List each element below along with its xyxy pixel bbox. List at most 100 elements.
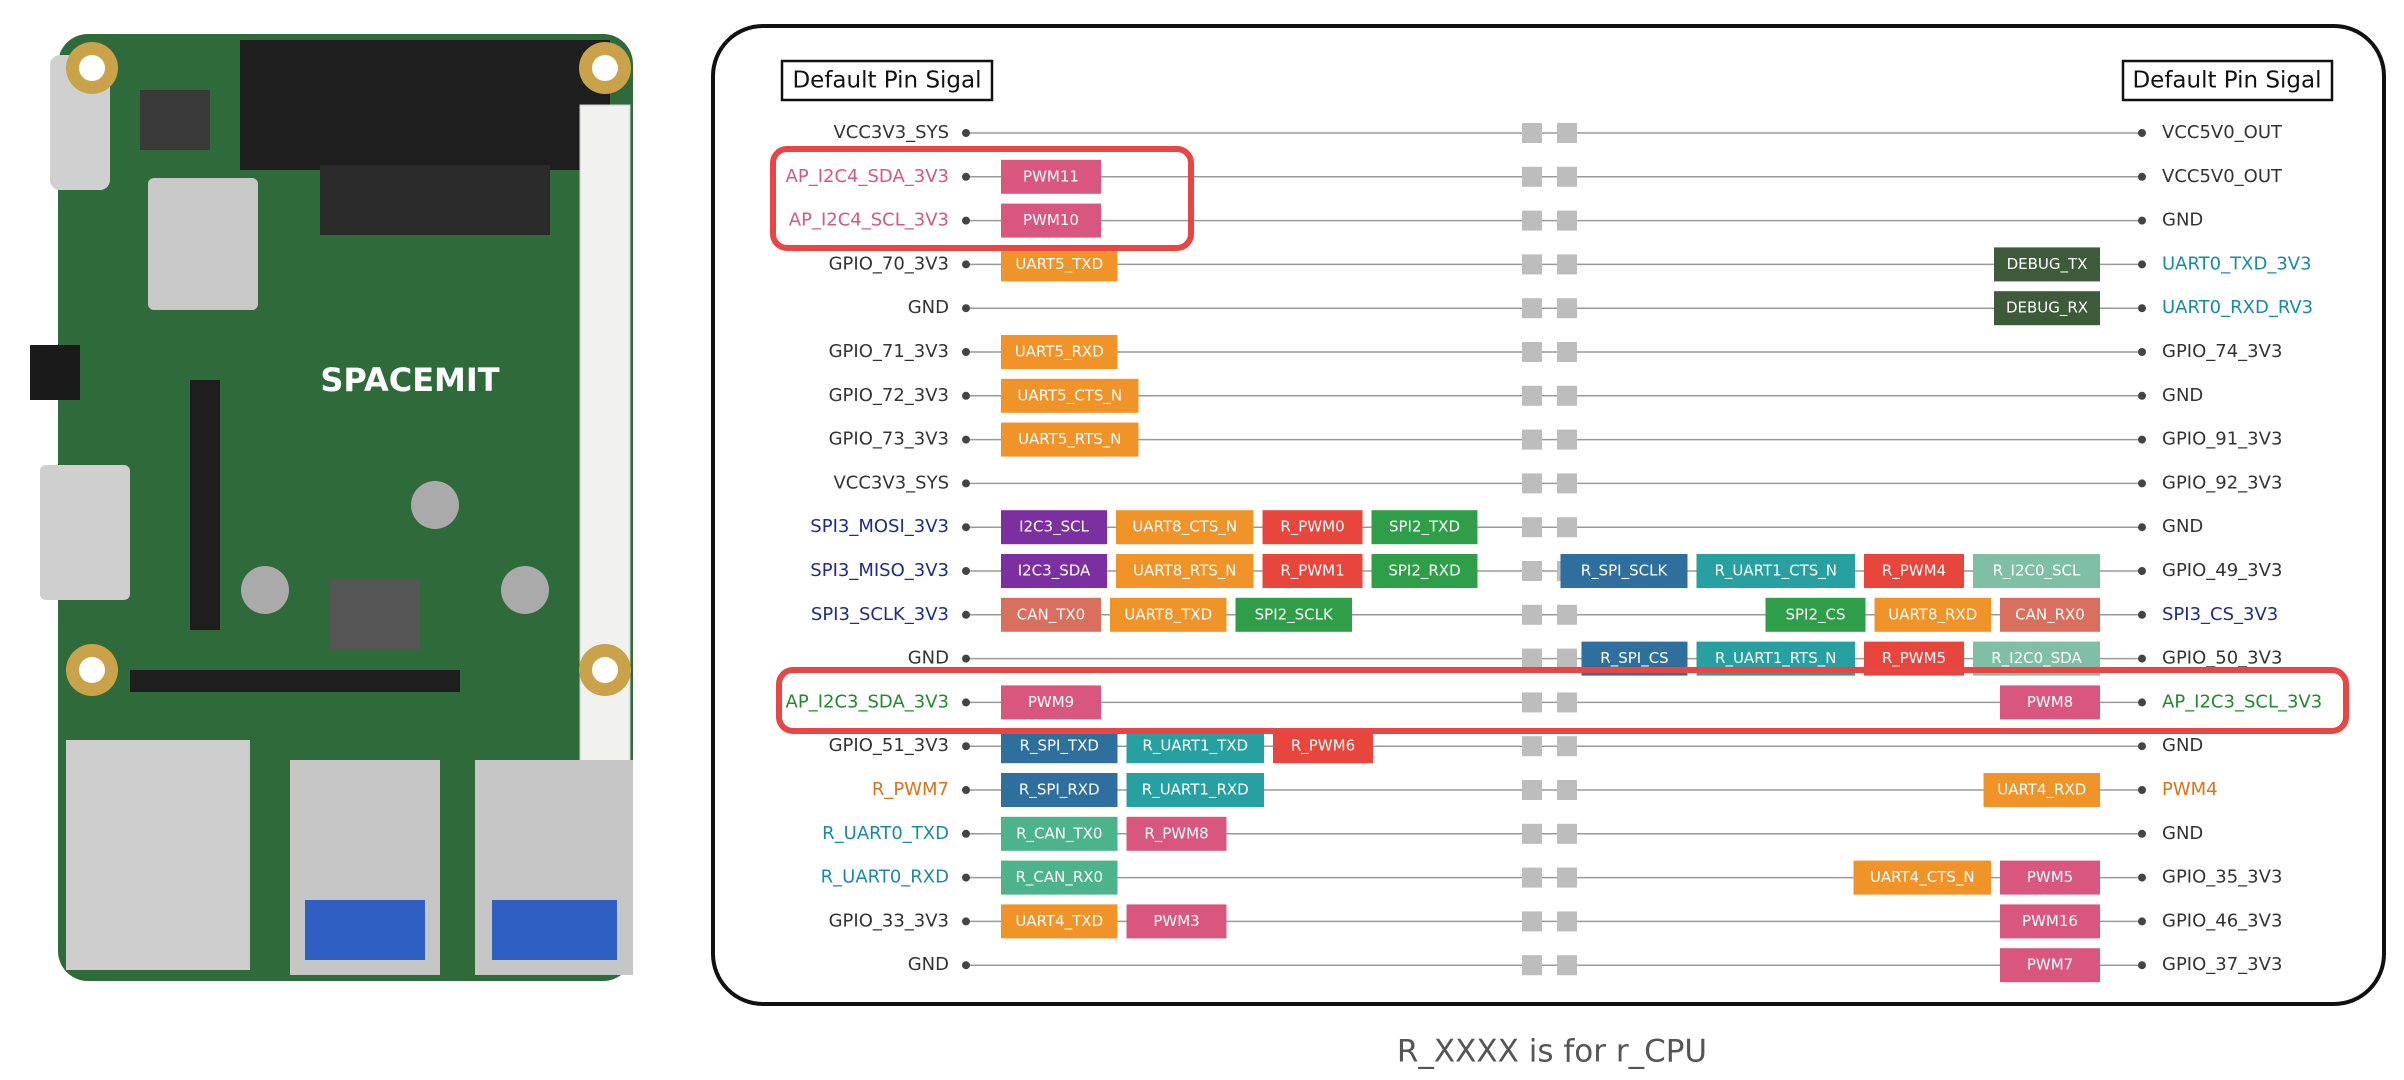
function-box: [1262, 554, 1363, 588]
pin-dot: [962, 348, 970, 356]
function-label: R_PWM1: [1280, 562, 1344, 581]
pin-rows: VCC3V3_SYS VCC5V0_OUT AP_I2C4_SDA_3V3 VCC5V…: [786, 122, 2322, 983]
function-label: UART4_RXD: [1997, 781, 2086, 800]
pin-dot: [2138, 260, 2146, 269]
function-box: [1001, 247, 1118, 282]
pin-square: [1557, 911, 1577, 932]
function-label: UART5_RTS_N: [1018, 430, 1122, 449]
pin-label: GND: [908, 297, 949, 318]
function-box: [1001, 378, 1139, 413]
pin-dot: [2138, 742, 2146, 751]
function-label: PWM7: [2027, 956, 2073, 974]
pin-dot: [2138, 348, 2146, 356]
function-box: [1001, 904, 1118, 939]
function-label: I2C3_SDA: [1018, 562, 1091, 581]
pin-square: [1557, 867, 1577, 888]
pin-label: AP_I2C4_SCL_3V3: [789, 210, 949, 231]
function-box: [1001, 554, 1107, 588]
pin-dot: [2138, 216, 2146, 225]
pin-square: [1557, 210, 1577, 231]
pin-square: [1522, 604, 1542, 625]
pin-square: [1522, 648, 1542, 669]
board-photo: SPACEMIT: [30, 34, 633, 981]
m2-slot: [240, 40, 610, 170]
function-box: [1001, 685, 1101, 720]
function-label: CAN_TX0: [1017, 605, 1085, 624]
pin-square: [1522, 780, 1542, 800]
screw: [411, 481, 459, 529]
pin-square: [1522, 210, 1542, 231]
function-box: [1126, 904, 1227, 939]
screw: [501, 566, 549, 614]
pin-square: [1557, 648, 1577, 669]
pin-dot: [2138, 172, 2146, 181]
pin-square: [1522, 955, 1542, 976]
pin-square: [1557, 780, 1577, 800]
pin-square: [1557, 473, 1577, 494]
highlight-box: [776, 667, 2349, 734]
pin-label: GPIO_74_3V3: [2162, 341, 2282, 362]
function-box: [1110, 597, 1227, 632]
function-box: [1001, 729, 1118, 764]
function-box: [1001, 773, 1118, 807]
pin-label: GPIO_46_3V3: [2162, 910, 2282, 931]
pin-square: [1557, 517, 1577, 538]
function-box: [1001, 860, 1118, 895]
function-box: [1001, 422, 1139, 457]
pin-square: [1522, 823, 1542, 844]
pin-square: [1557, 736, 1577, 757]
pin-label: GPIO_50_3V3: [2162, 648, 2282, 669]
pin-dot: [2138, 698, 2146, 707]
function-label: PWM10: [1023, 211, 1079, 229]
pin-label: GPIO_92_3V3: [2162, 472, 2282, 493]
function-box: [1001, 159, 1101, 194]
pin-square: [1557, 342, 1577, 362]
function-label: R_SPI_RXD: [1019, 781, 1100, 800]
wifi-module: [148, 178, 258, 310]
pin-square: [1557, 429, 1577, 450]
pin-label: SPI3_CS_3V3: [2162, 604, 2278, 625]
pin-dot: [962, 917, 970, 926]
pin-square: [1522, 867, 1542, 888]
pin-dot: [962, 742, 970, 751]
pin-dot: [962, 610, 970, 619]
function-box: [1371, 510, 1478, 545]
function-box: [1001, 203, 1101, 238]
pin-label: UART0_RXD_RV3: [2162, 297, 2313, 318]
pin-dot: [2138, 435, 2146, 444]
function-box: [2000, 597, 2100, 632]
function-box: [1853, 860, 1991, 895]
function-box: [1560, 554, 1688, 588]
function-label: PWM8: [2027, 693, 2073, 711]
function-box: [1001, 597, 1101, 632]
pin-dot: [962, 260, 970, 269]
function-label: UART5_CTS_N: [1017, 386, 1122, 405]
pin-dot: [962, 216, 970, 225]
pin-dot: [2138, 961, 2146, 970]
header-box: [780, 59, 994, 102]
function-label: R_UART1_TXD: [1142, 737, 1248, 756]
pin-square: [1522, 517, 1542, 538]
pin-label: SPI3_SCLK_3V3: [811, 604, 949, 625]
pin-label: AP_I2C4_SDA_3V3: [786, 166, 949, 187]
function-label: R_UART1_CTS_N: [1714, 562, 1837, 581]
pin-square: [1557, 166, 1577, 187]
function-label: SPI2_SCLK: [1255, 605, 1334, 624]
function-label: PWM16: [2022, 912, 2078, 930]
pin-label: R_UART0_TXD: [822, 823, 949, 844]
function-box: [1696, 554, 1855, 588]
function-label: R_CAN_RX0: [1015, 868, 1103, 887]
pin-square: [1557, 692, 1577, 713]
pinout-panel: [711, 24, 2386, 1006]
function-label: DEBUG_RX: [2006, 299, 2088, 318]
function-label: SPI2_CS: [1785, 605, 1845, 624]
pin-dot: [962, 786, 970, 794]
pin-dot: [962, 479, 970, 488]
hdmi-port: [40, 465, 130, 600]
pin-label: R_PWM7: [872, 779, 949, 800]
pin-dot: [962, 961, 970, 970]
pin-label: GND: [2162, 735, 2203, 756]
pin-square: [1522, 254, 1542, 275]
pin-square: [1522, 385, 1542, 406]
function-label: UART4_TXD: [1015, 912, 1103, 931]
